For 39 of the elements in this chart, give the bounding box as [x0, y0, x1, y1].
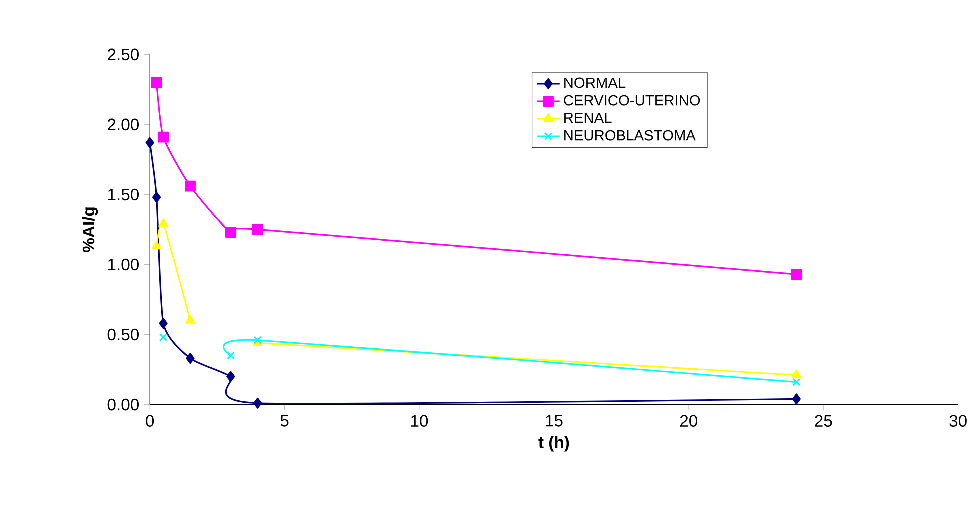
point [254, 398, 262, 409]
point [225, 227, 236, 238]
point [792, 394, 801, 405]
point [186, 315, 196, 324]
x-tick-label: 0 [146, 415, 154, 428]
y-tick-label: 1.00 [108, 258, 139, 271]
point [226, 352, 235, 360]
x-tick-label: 20 [680, 415, 698, 428]
point [158, 218, 168, 228]
y-axis-title: %AI/g [82, 208, 98, 253]
point [158, 132, 169, 143]
point [152, 241, 162, 250]
y-tick-label: 2.00 [108, 118, 139, 131]
legend-label: NORMAL [564, 78, 626, 88]
x-axis-title: t (h) [538, 436, 570, 452]
point [152, 192, 162, 204]
legend-label: RENAL [564, 113, 612, 124]
point [159, 334, 168, 342]
point [791, 269, 802, 280]
x-tick-label: 15 [546, 415, 563, 427]
y-tick-label: 0.00 [108, 398, 139, 411]
point [252, 224, 264, 236]
point [186, 353, 195, 364]
legend-label: CERVICO-UTERINO [564, 95, 700, 106]
point [185, 180, 196, 192]
point [159, 318, 168, 330]
y-tick-label: 2.50 [108, 48, 139, 61]
point [146, 138, 154, 148]
point [226, 371, 236, 382]
x-tick-label: 25 [815, 415, 832, 428]
point [792, 378, 801, 387]
x-tick-label: 5 [280, 415, 289, 427]
point [151, 77, 162, 88]
x-tick-label: 10 [411, 415, 428, 428]
x-tick-label: 30 [950, 415, 967, 428]
point [792, 370, 802, 379]
y-tick-label: 0.50 [108, 328, 139, 341]
legend-label: NEUROBLASTOMA [564, 130, 696, 141]
y-tick-label: 1.50 [108, 188, 139, 201]
